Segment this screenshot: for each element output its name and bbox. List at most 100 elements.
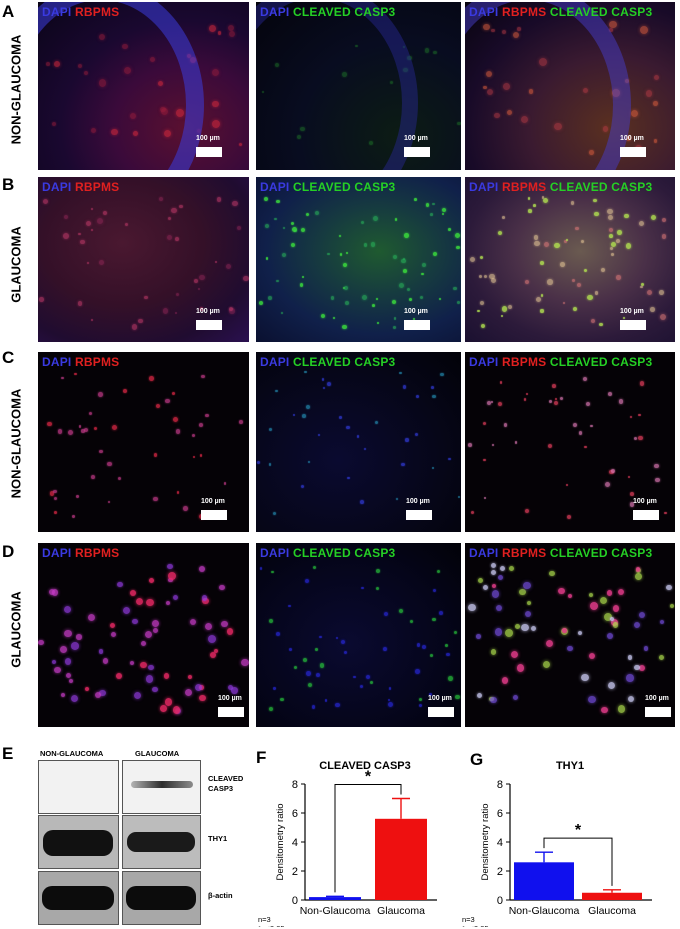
cell-signal	[356, 435, 360, 438]
cell-signal	[660, 313, 667, 320]
cell-signal	[116, 673, 122, 680]
cell-signal	[639, 381, 645, 386]
cell-signal	[534, 240, 540, 247]
micrograph-b-merge: DAPI RBPMS CLEAVED CASP3 100 µm	[465, 177, 675, 342]
cell-signal	[433, 252, 438, 257]
wb-band-thy1-glaucoma	[122, 815, 201, 869]
cell-signal	[68, 430, 74, 436]
cell-signal	[611, 469, 615, 473]
cell-signal	[237, 226, 242, 231]
cell-signal	[607, 633, 614, 639]
cell-signal	[610, 617, 615, 622]
cell-signal	[448, 227, 452, 231]
y-tick-label: 6	[497, 808, 503, 820]
cell-signal	[306, 671, 311, 676]
cell-signal	[479, 300, 484, 306]
cell-signal	[212, 100, 219, 107]
micrograph-b-rbpms: DAPI RBPMS 100 µm	[38, 177, 249, 342]
cell-signal	[570, 201, 575, 206]
cell-signal	[288, 604, 291, 608]
cell-signal	[622, 317, 626, 320]
micrograph-b-casp3: DAPI CLEAVED CASP3 100 µm	[256, 177, 461, 342]
cell-signal	[314, 210, 320, 216]
cell-signal	[117, 477, 121, 481]
cell-signal	[290, 222, 294, 226]
cell-signal	[60, 646, 67, 653]
cell-signal	[527, 601, 532, 606]
cell-signal	[608, 681, 616, 689]
cell-signal	[589, 424, 593, 428]
cell-signal	[471, 510, 475, 514]
cell-signal	[259, 566, 263, 570]
cell-signal	[276, 279, 279, 283]
cell-signal	[52, 660, 57, 665]
cell-signal	[98, 648, 104, 654]
cell-signal	[544, 242, 549, 248]
cell-signal	[456, 245, 460, 249]
cell-signal	[172, 594, 179, 601]
row-label-b: GLAUCOMA	[8, 226, 24, 303]
cell-signal	[504, 629, 513, 637]
cell-signal	[432, 617, 436, 621]
cell-signal	[273, 687, 276, 690]
cell-signal	[430, 385, 434, 389]
cell-signal	[429, 653, 433, 657]
cell-signal	[160, 705, 167, 712]
cell-signal	[653, 75, 659, 81]
cell-signal	[228, 684, 234, 690]
cell-signal	[580, 239, 584, 244]
cell-signal	[483, 274, 488, 279]
cell-signal	[547, 279, 553, 285]
cell-signal	[525, 280, 530, 285]
cell-signal	[199, 274, 206, 281]
cell-signal	[90, 228, 93, 231]
cell-signal	[109, 622, 116, 629]
cell-signal	[232, 200, 238, 207]
cell-signal	[468, 443, 472, 447]
cell-signal	[437, 569, 441, 573]
cell-signal	[47, 421, 52, 426]
cell-signal	[577, 630, 582, 635]
cell-signal	[163, 672, 170, 679]
cell-signal	[166, 234, 172, 240]
cell-signal	[527, 197, 531, 201]
cell-signal	[175, 312, 178, 315]
cell-signal	[418, 703, 423, 708]
cell-signal	[193, 455, 196, 458]
cell-signal	[282, 253, 287, 258]
footnote-n: n=3	[258, 915, 271, 924]
cell-signal	[94, 426, 98, 430]
cell-signal	[165, 601, 171, 606]
cell-signal	[650, 307, 655, 312]
cell-signal	[518, 588, 526, 596]
cell-signal	[416, 643, 421, 647]
cell-signal	[508, 566, 514, 571]
cell-signal	[344, 651, 348, 655]
cell-signal	[543, 661, 551, 669]
cell-signal	[496, 604, 503, 611]
wb-lane-label-non-glaucoma: NON-GLAUCOMA	[40, 749, 104, 758]
micrograph-c-rbpms: DAPI RBPMS 100 µm	[38, 352, 249, 532]
cell-signal	[303, 658, 308, 663]
cell-signal	[326, 381, 331, 386]
stain-caption: DAPI RBPMS	[42, 355, 120, 369]
cell-signal	[491, 443, 495, 447]
cell-signal	[78, 232, 81, 236]
cell-signal	[374, 420, 379, 425]
cell-signal	[153, 496, 158, 502]
cell-signal	[98, 392, 103, 397]
cell-signal	[324, 699, 328, 702]
cell-signal	[63, 232, 69, 239]
cell-signal	[483, 458, 486, 462]
cell-signal	[421, 263, 426, 268]
cell-signal	[292, 227, 297, 233]
cell-signal	[268, 706, 274, 711]
cell-signal	[327, 252, 330, 255]
cell-signal	[218, 584, 225, 591]
cell-signal	[414, 198, 417, 201]
micrograph-a-merge: DAPI RBPMS CLEAVED CASP3 100 µm	[465, 2, 675, 170]
y-tick-label: 0	[292, 895, 298, 907]
cell-signal	[664, 512, 667, 515]
cell-signal	[69, 678, 74, 683]
y-tick-label: 6	[292, 808, 298, 820]
